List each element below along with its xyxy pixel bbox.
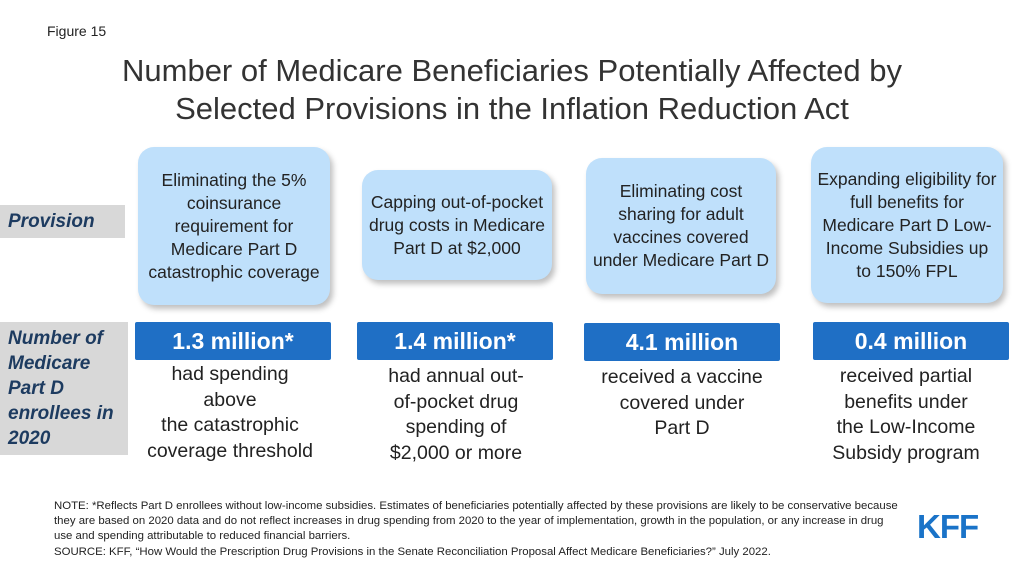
provision-bubble-1: Eliminating the 5% coinsurance requireme… bbox=[138, 147, 330, 305]
description-4: received partial benefits under the Low-… bbox=[832, 365, 980, 464]
provision-text-4: Expanding eligibility for full benefits … bbox=[817, 168, 997, 281]
number-bar-3: 4.1 million bbox=[584, 323, 780, 361]
number-bar-2: 1.4 million* bbox=[357, 322, 553, 360]
description-2: had annual out- of-pocket drug spending … bbox=[388, 365, 524, 464]
number-row-label: Number of Medicare Part D enrollees in 2… bbox=[0, 322, 128, 455]
description-3: received a vaccine covered under Part D bbox=[601, 366, 763, 439]
title-line-1: Number of Medicare Beneficiaries Potenti… bbox=[122, 53, 902, 88]
provision-bubble-2: Capping out-of-pocket drug costs in Medi… bbox=[362, 170, 552, 280]
number-bar-4: 0.4 million bbox=[813, 322, 1009, 360]
description-1: had spending above the catastrophic cove… bbox=[147, 363, 313, 462]
kff-logo: KFF bbox=[917, 508, 979, 545]
title-line-2: Selected Provisions in the Inflation Red… bbox=[175, 91, 849, 126]
provision-text-3: Eliminating cost sharing for adult vacci… bbox=[592, 181, 770, 270]
provision-bubble-3: Eliminating cost sharing for adult vacci… bbox=[586, 158, 776, 294]
provision-bubble-4: Expanding eligibility for full benefits … bbox=[811, 147, 1003, 303]
footnote: NOTE: *Reflects Part D enrollees without… bbox=[54, 500, 898, 542]
number-bar-1: 1.3 million* bbox=[135, 322, 331, 360]
page-title: Number of Medicare Beneficiaries Potenti… bbox=[30, 52, 994, 128]
provision-text-1: Eliminating the 5% coinsurance requireme… bbox=[148, 169, 320, 282]
provision-text-2: Capping out-of-pocket drug costs in Medi… bbox=[368, 191, 546, 258]
source-note: SOURCE: KFF, “How Would the Prescription… bbox=[54, 546, 771, 558]
provision-row-label: Provision bbox=[0, 205, 125, 238]
figure-label: Figure 15 bbox=[47, 23, 107, 39]
